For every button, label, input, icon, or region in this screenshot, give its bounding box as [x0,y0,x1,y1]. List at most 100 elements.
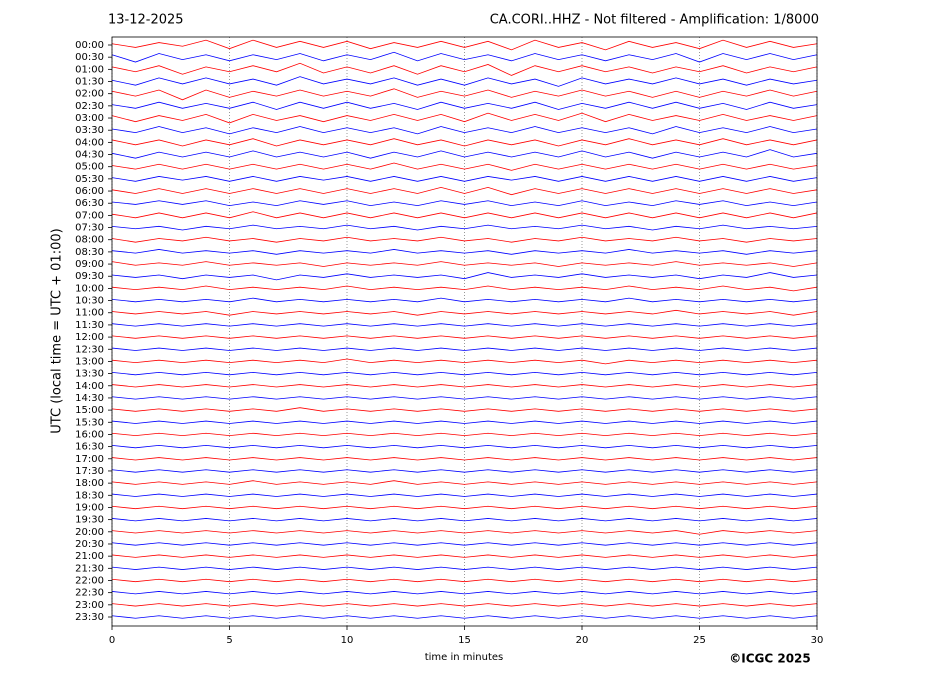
trace [111,62,818,76]
trace [111,200,818,207]
y-tick-label: 01:00 [75,64,104,75]
trace [111,51,818,63]
y-tick-label: 03:00 [75,113,104,124]
trace [111,39,818,51]
y-tick-label: 18:30 [75,490,104,501]
y-tick-label: 14:00 [75,381,104,392]
trace [111,211,818,219]
y-tick-label: 17:00 [75,454,104,465]
y-tick-label: 03:30 [75,125,104,136]
y-tick-label: 19:00 [75,502,104,513]
trace [111,297,818,303]
y-tick-label: 09:30 [75,271,104,282]
trace [111,554,818,558]
y-tick-label: 20:00 [75,527,104,538]
trace [111,272,818,281]
y-tick-label: 20:30 [75,539,104,550]
y-tick-label: 10:00 [75,283,104,294]
trace [111,285,818,292]
y-tick-label: 16:00 [75,429,104,440]
trace [111,615,818,619]
y-tick-label: 06:30 [75,198,104,209]
y-tick-label: 07:30 [75,223,104,234]
y-tick-label: 00:00 [75,40,104,51]
y-tick-label: 17:30 [75,466,104,477]
y-tick-label: 23:00 [75,600,104,611]
y-tick-label: 11:30 [75,320,104,331]
trace [111,384,818,388]
trace [111,542,818,546]
y-tick-label: 00:30 [75,52,104,63]
trace [111,493,818,497]
y-tick-label: 11:00 [75,308,104,319]
y-tick-label: 22:00 [75,575,104,586]
trace [111,162,818,171]
y-tick-label: 06:00 [75,186,104,197]
trace [111,249,818,255]
chart-title: 13-12-2025 [108,13,184,28]
trace [111,407,818,412]
y-tick-label: 14:30 [75,393,104,404]
trace [111,112,818,124]
trace [111,371,818,376]
y-tick-label: 07:00 [75,210,104,221]
trace [111,224,818,231]
y-tick-label: 15:00 [75,405,104,416]
y-tick-label: 12:00 [75,332,104,343]
credit: ©ICGC 2025 [729,652,811,666]
trace [111,566,818,570]
trace [111,358,818,365]
trace [111,480,818,485]
y-tick-label: 05:00 [75,162,104,173]
y-tick-label: 10:30 [75,296,104,307]
y-tick-label: 04:30 [75,150,104,161]
y-tick-label: 12:30 [75,344,104,355]
trace [111,323,818,327]
y-tick-label: 23:30 [75,612,104,623]
trace [111,101,818,110]
y-tick-label: 13:30 [75,369,104,380]
trace [111,176,818,182]
trace [111,603,818,607]
x-tick-label: 0 [109,635,115,646]
trace [111,396,818,400]
y-tick-label: 19:30 [75,515,104,526]
y-tick-label: 09:00 [75,259,104,270]
trace [111,138,818,147]
y-tick-label: 13:00 [75,356,104,367]
y-tick-label: 08:00 [75,235,104,246]
plot-frame [111,36,818,627]
y-tick-label: 21:30 [75,563,104,574]
x-tick-label: 20 [576,635,589,646]
x-tick-label: 15 [458,635,471,646]
trace [111,432,818,437]
chart-subtitle: CA.CORI..HHZ - Not filtered - Amplificat… [490,13,819,28]
trace [111,420,818,424]
trace [111,347,818,351]
trace [111,444,818,449]
trace [111,591,818,595]
trace [111,578,818,583]
y-tick-label: 21:00 [75,551,104,562]
trace [111,126,818,135]
trace [111,236,818,243]
x-axis-label: time in minutes [425,652,504,663]
trace [111,505,818,510]
trace [111,335,818,339]
y-tick-label: 02:00 [75,89,104,100]
trace [111,76,818,87]
y-tick-label: 15:30 [75,417,104,428]
y-tick-label: 04:00 [75,137,104,148]
y-tick-label: 02:30 [75,101,104,112]
trace [111,457,818,461]
trace [111,88,818,101]
x-tick-label: 30 [811,635,824,646]
x-tick-label: 10 [341,635,354,646]
y-tick-label: 18:00 [75,478,104,489]
y-axis-label: UTC (local time = UTC + 01:00) [50,228,65,433]
trace [111,309,818,316]
trace [111,518,818,522]
y-tick-label: 08:30 [75,247,104,258]
